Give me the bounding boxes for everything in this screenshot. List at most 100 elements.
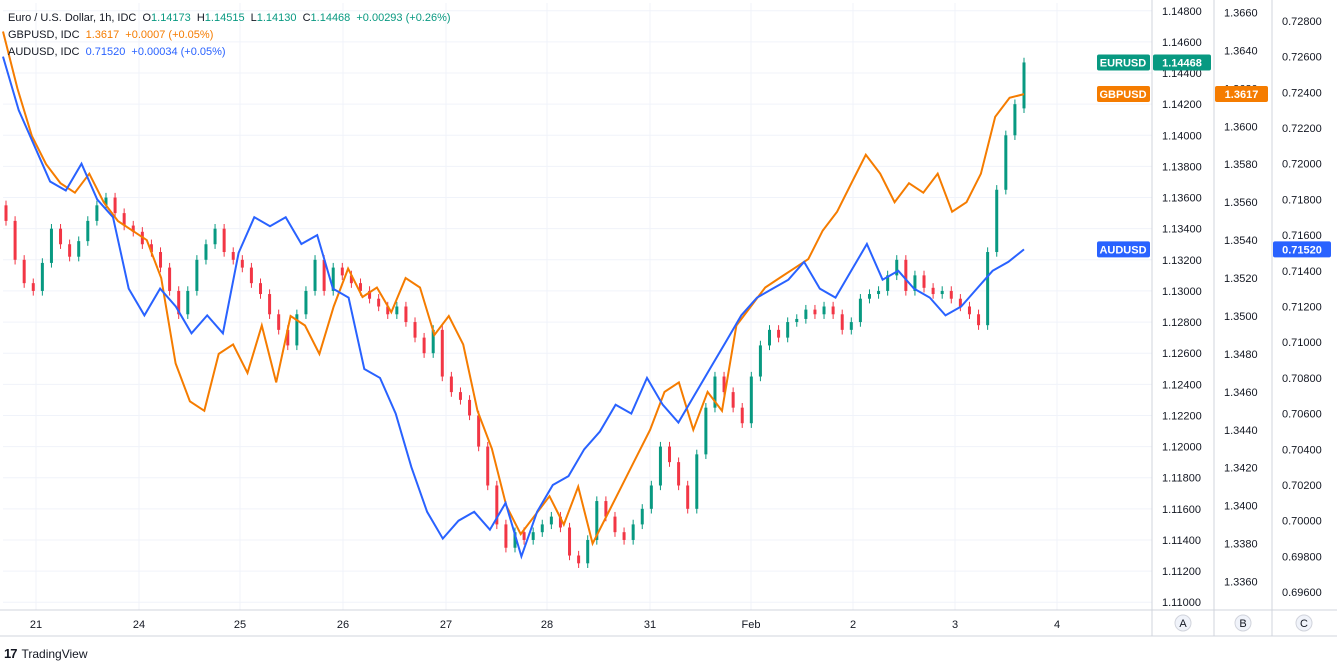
eurusd-candle	[558, 516, 562, 528]
eurusd-candle	[695, 454, 699, 509]
eurusd-candle	[895, 259, 899, 276]
price-tick-label-b: 1.3500	[1224, 311, 1258, 323]
legend-eurusd-high: H1.14515	[197, 12, 245, 24]
eurusd-candle	[159, 252, 163, 268]
chart-legend: Euro / U.S. Dollar, 1h, IDC O1.14173 H1.…	[8, 10, 454, 61]
time-tick-label: Feb	[742, 619, 761, 631]
legend-eurusd: Euro / U.S. Dollar, 1h, IDC O1.14173 H1.…	[8, 10, 454, 27]
eurusd-candle	[149, 244, 153, 253]
last-price-badge	[1215, 86, 1268, 103]
eurusd-candle	[586, 539, 590, 564]
legend-audusd-value: 0.71520	[85, 46, 126, 58]
eurusd-candle	[568, 527, 572, 556]
legend-eurusd-name: Euro / U.S. Dollar, 1h, IDC	[8, 12, 137, 24]
eurusd-candle	[122, 213, 126, 226]
eurusd-candle	[813, 309, 817, 315]
eurusd-candle	[40, 262, 44, 291]
eurusd-candle	[249, 267, 253, 284]
eurusd-candle	[504, 524, 508, 548]
eurusd-candle	[377, 298, 381, 307]
time-tick-label: 21	[30, 619, 42, 631]
eurusd-candle	[1022, 62, 1026, 109]
eurusd-candle	[604, 501, 608, 517]
eurusd-candle	[731, 392, 735, 408]
price-tick-label-c: 0.71000	[1282, 337, 1322, 349]
axis-button[interactable]	[1174, 614, 1192, 632]
axis-frame	[0, 0, 1337, 637]
eurusd-candle	[713, 376, 717, 408]
price-tick-label-a: 1.13400	[1162, 224, 1202, 236]
price-tick-label-b: 1.3480	[1224, 349, 1258, 361]
price-axis-c[interactable]: 0.72800 0.72600 0.72400 0.72200 0.72000 0.718…	[1282, 16, 1322, 599]
price-axis-a[interactable]: 1.14800 1.14600 1.14400 1.14200 1.14000 1.138…	[1162, 6, 1202, 609]
legend-eurusd-change: +0.00293 (+0.26%)	[356, 12, 451, 24]
price-tick-label-b: 1.3600	[1224, 121, 1258, 133]
eurusd-candle	[240, 259, 244, 268]
legend-gbpusd-change: +0.0007 (+0.05%)	[125, 29, 214, 41]
eurusd-candle	[22, 259, 26, 284]
last-price-badge	[1273, 241, 1331, 258]
price-tick-label-a: 1.14800	[1162, 6, 1202, 18]
legend-audusd-change: +0.00034 (+0.05%)	[131, 46, 226, 58]
eurusd-candle	[640, 508, 644, 525]
footer-brand[interactable]: 17 TradingView	[4, 646, 88, 661]
eurusd-candle	[758, 345, 762, 377]
price-tick-label-a: 1.11200	[1162, 566, 1201, 578]
eurusd-candle	[259, 283, 262, 295]
series-name-badge	[1097, 86, 1150, 103]
last-price-badge-value: 0.71520	[1282, 244, 1322, 256]
eurusd-candle	[195, 259, 199, 291]
price-tick-label-a: 1.14200	[1162, 99, 1202, 111]
series-name-badge	[1097, 54, 1150, 71]
eurusd-candle	[540, 524, 544, 533]
eurusd-candle	[1004, 135, 1008, 190]
legend-c-label: C	[302, 12, 311, 24]
eurusd-candle	[368, 290, 372, 299]
axis-button[interactable]	[1295, 614, 1313, 632]
price-tick-label-c: 0.71800	[1282, 194, 1322, 206]
eurusd-candle	[104, 197, 108, 206]
price-tick-label-a: 1.11800	[1162, 473, 1201, 485]
price-tick-label-a: 1.14400	[1162, 68, 1202, 80]
eurusd-candle	[622, 532, 626, 540]
eurusd-candle	[668, 446, 672, 463]
price-tick-label-c: 0.70400	[1282, 444, 1322, 456]
eurusd-candle	[849, 322, 853, 330]
chart-grid	[3, 3, 1152, 610]
series-name-badge-label: EURUSD	[1100, 57, 1147, 69]
eurusd-candle	[131, 225, 135, 232]
axis-buttons[interactable]: A B C	[1174, 614, 1313, 632]
price-tick-label-c: 0.69600	[1282, 587, 1322, 599]
axis-button-label: A	[1179, 618, 1187, 630]
eurusd-candle	[31, 283, 35, 291]
series-name-badge-label: GBPUSD	[1099, 89, 1146, 101]
eurusd-candle	[577, 555, 581, 564]
price-tick-label-a: 1.11400	[1162, 535, 1201, 547]
eurusd-candle	[86, 220, 90, 242]
eurusd-candle	[922, 275, 926, 288]
price-tick-label-a: 1.13800	[1162, 161, 1202, 173]
axis-button[interactable]	[1234, 614, 1252, 632]
time-axis[interactable]: 21 24 25 26 27 28 31 Feb 2 3 4	[30, 619, 1060, 631]
eurusd-candle	[295, 314, 299, 346]
price-tick-label-c: 0.69800	[1282, 551, 1322, 563]
time-tick-label: 28	[541, 619, 553, 631]
eurusd-candles	[4, 57, 1026, 568]
eurusd-candle	[858, 298, 862, 323]
gbpusd-series-line	[2, 31, 1025, 547]
eurusd-candle	[995, 189, 999, 253]
price-tick-label-c: 0.71400	[1282, 266, 1322, 278]
price-tick-label-a: 1.13000	[1162, 286, 1202, 298]
time-tick-label: 27	[440, 619, 452, 631]
legend-l-value: 1.14130	[256, 12, 297, 24]
legend-audusd: AUDUSD, IDC 0.71520 +0.00034 (+0.05%)	[8, 44, 454, 61]
legend-gbpusd-name: GBPUSD, IDC	[8, 29, 80, 41]
price-tick-label-a: 1.12000	[1162, 442, 1202, 454]
time-tick-label: 25	[234, 619, 246, 631]
eurusd-candle	[340, 267, 344, 276]
eurusd-candle	[449, 376, 453, 393]
eurusd-candle	[395, 306, 399, 315]
eurusd-candle	[68, 244, 72, 257]
eurusd-candle	[786, 322, 790, 338]
